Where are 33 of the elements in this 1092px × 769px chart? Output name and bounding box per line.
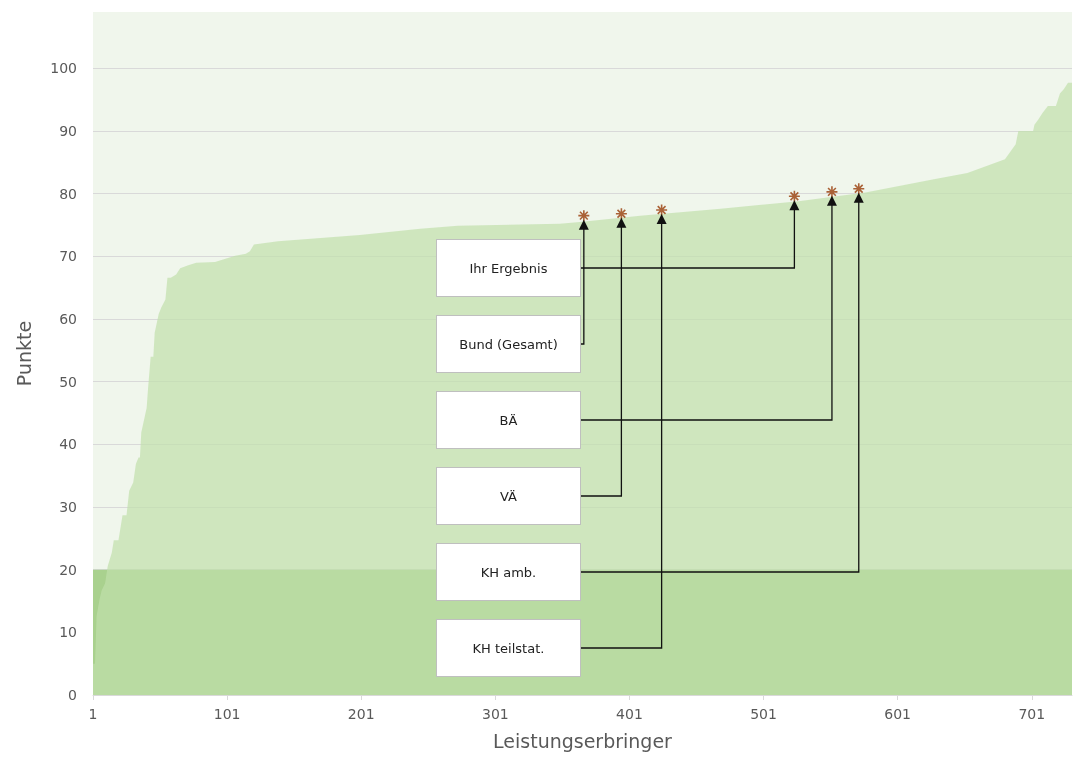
- x-tick-label: 601: [884, 706, 912, 722]
- y-tick-label: 20: [59, 561, 77, 578]
- point: [615, 207, 628, 221]
- x-tick-label: 1: [88, 706, 98, 722]
- y-tick-label: 70: [59, 248, 77, 265]
- callout-box: Bund (Gesamt): [436, 315, 581, 373]
- x-tick-label: 701: [1018, 706, 1046, 722]
- callout-box: KH amb.: [436, 543, 581, 601]
- x-tick-label: 201: [347, 706, 375, 722]
- y-tick-label: 60: [59, 311, 77, 328]
- y-tick-label: 10: [59, 624, 77, 641]
- y-tick-label: 0: [68, 687, 77, 703]
- point: [577, 209, 591, 222]
- y-tick-label: 40: [59, 436, 77, 453]
- callout-box: BÄ: [436, 391, 581, 449]
- callout-box: KH teilstat.: [436, 619, 581, 677]
- point: [788, 189, 801, 203]
- point: [655, 203, 668, 217]
- x-axis-title: Leistungserbringer: [493, 729, 673, 752]
- y-axis-title: Punkte: [12, 320, 35, 387]
- x-tick-label: 501: [750, 706, 777, 722]
- x-tick-label: 101: [213, 706, 241, 722]
- x-tick-label: 401: [616, 706, 643, 722]
- callout-box: VÄ: [436, 467, 581, 525]
- y-tick-label: 100: [50, 60, 77, 77]
- point: [825, 185, 839, 199]
- y-tick-label: 50: [59, 373, 77, 390]
- point: [852, 182, 866, 195]
- x-tick-label: 301: [481, 706, 509, 722]
- y-tick-label: 30: [59, 499, 77, 516]
- y-tick-label: 90: [59, 123, 77, 140]
- y-tick-label: 80: [59, 185, 77, 202]
- callout-box: Ihr Ergebnis: [436, 239, 581, 297]
